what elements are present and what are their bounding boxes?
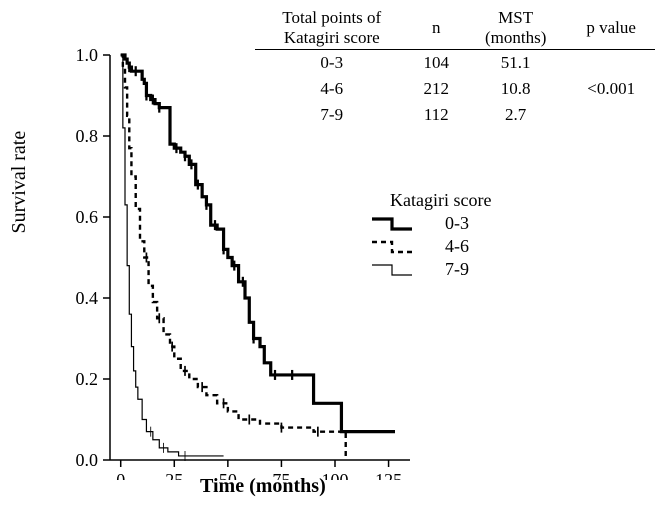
km-figure: 0.00.20.40.60.81.00255075100125 Survival…	[0, 0, 669, 508]
legend-label: 7-9	[445, 259, 469, 280]
summary-table: Total points ofKatagiri score n MST(mont…	[255, 6, 655, 128]
legend-item: 4-6	[370, 236, 491, 257]
x-tick-label: 125	[375, 470, 402, 480]
legend-item: 7-9	[370, 259, 491, 280]
table-cell: 2.7	[464, 102, 567, 128]
legend-title: Katagiri score	[390, 190, 491, 211]
table-cell	[567, 102, 655, 128]
col-score-text: Total points ofKatagiri score	[282, 8, 381, 47]
y-tick-label: 0.4	[76, 288, 99, 308]
table-row: 4-621210.8<0.001	[255, 76, 655, 102]
legend-item: 0-3	[370, 213, 491, 234]
table-cell: 104	[409, 50, 464, 77]
col-pvalue: p value	[567, 6, 655, 50]
table-cell: <0.001	[567, 76, 655, 102]
y-tick-label: 0.0	[76, 450, 99, 470]
table-cell: 212	[409, 76, 464, 102]
table-cell: 112	[409, 102, 464, 128]
y-tick-label: 0.8	[76, 126, 99, 146]
table-row: 0-310451.1	[255, 50, 655, 77]
legend-swatch	[370, 237, 425, 257]
col-n: n	[409, 6, 464, 50]
legend-swatch	[370, 260, 425, 280]
x-axis-label: Time (months)	[200, 475, 326, 498]
col-mst: MST(months)	[464, 6, 567, 50]
x-tick-label: 25	[165, 470, 183, 480]
table-cell	[567, 50, 655, 77]
table-cell: 0-3	[255, 50, 409, 77]
table-row: 7-91122.7	[255, 102, 655, 128]
y-tick-label: 0.2	[76, 369, 99, 389]
legend-label: 0-3	[445, 213, 469, 234]
table-cell: 7-9	[255, 102, 409, 128]
table-cell: 10.8	[464, 76, 567, 102]
col-pvalue-text: p value	[586, 18, 636, 37]
col-n-text: n	[432, 18, 441, 37]
table-cell: 4-6	[255, 76, 409, 102]
legend: Katagiri score 0-34-67-9	[370, 190, 491, 282]
y-axis-label: Survival rate	[8, 131, 31, 234]
y-tick-label: 1.0	[76, 45, 99, 65]
y-tick-label: 0.6	[76, 207, 99, 227]
table-cell: 51.1	[464, 50, 567, 77]
legend-label: 4-6	[445, 236, 469, 257]
x-tick-label: 0	[116, 470, 125, 480]
legend-swatch	[370, 214, 425, 234]
col-score: Total points ofKatagiri score	[255, 6, 409, 50]
col-mst-text: MST(months)	[485, 8, 546, 47]
